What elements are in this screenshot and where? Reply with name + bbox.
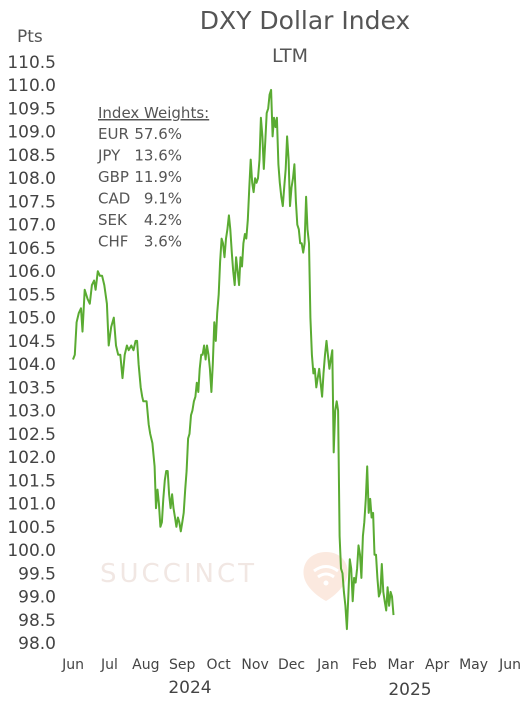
- y-tick-label: 107.0: [7, 216, 56, 236]
- y-tick-label: 100.5: [7, 518, 56, 538]
- dxy-series-line: [72, 88, 395, 631]
- x-tick-label: Dec: [278, 657, 305, 673]
- x-tick-label: May: [459, 657, 488, 673]
- y-tick-label: 98.5: [18, 611, 56, 631]
- x-axis-year-labels: 2024 2025: [168, 678, 431, 700]
- x-tick-label: Jan: [316, 657, 339, 673]
- y-tick-label: 103.0: [7, 402, 56, 422]
- y-tick-label: 102.0: [7, 448, 56, 468]
- y-tick-label: 107.5: [7, 192, 56, 212]
- y-tick-label: 99.0: [18, 588, 56, 608]
- chart-subtitle: LTM: [272, 45, 308, 67]
- index-weights-title: Index Weights:: [98, 104, 209, 122]
- x-tick-label: Feb: [352, 657, 377, 673]
- weight-currency: CHF: [98, 233, 128, 251]
- x-tick-label: Jul: [100, 657, 118, 673]
- x-tick-label: Jun: [61, 657, 84, 673]
- watermark-text: SUCCINCT: [100, 559, 257, 589]
- weight-currency: SEK: [98, 211, 128, 229]
- weight-value: 13.6%: [134, 147, 182, 165]
- weight-currency: CAD: [98, 190, 130, 208]
- y-tick-label: 105.0: [7, 309, 56, 329]
- weight-value: 3.6%: [144, 233, 182, 251]
- y-axis-ticks: 110.5 110.0 109.5 109.0 108.5 108.0 107.5 107.0…: [7, 53, 56, 654]
- y-tick-label: 106.5: [7, 239, 56, 259]
- x-tick-label: Jun: [498, 657, 521, 673]
- y-tick-label: 99.5: [18, 564, 56, 584]
- y-tick-label: 109.0: [7, 123, 56, 143]
- weight-value: 4.2%: [144, 211, 182, 229]
- year-label: 2024: [168, 678, 211, 698]
- y-tick-label: 104.5: [7, 332, 56, 352]
- x-tick-label: Sep: [169, 657, 196, 673]
- index-weights-box: Index Weights: EUR 57.6%JPY 13.6%GBP 11.9%C…: [97, 104, 209, 251]
- weight-currency: JPY: [97, 147, 121, 165]
- y-tick-label: 108.5: [7, 146, 56, 166]
- y-tick-label: 110.0: [7, 76, 56, 96]
- year-label: 2025: [388, 680, 431, 700]
- weight-currency: EUR: [98, 125, 129, 143]
- watermark-logo-icon: [303, 552, 348, 601]
- x-tick-label: Aug: [132, 657, 159, 673]
- weight-value: 57.6%: [134, 125, 182, 143]
- y-tick-label: 105.5: [7, 285, 56, 305]
- chart-title: DXY Dollar Index: [200, 6, 410, 35]
- weight-currency: GBP: [98, 168, 129, 186]
- x-tick-label: Apr: [425, 657, 449, 673]
- y-tick-label: 106.0: [7, 262, 56, 282]
- y-tick-label: 104.0: [7, 355, 56, 375]
- x-tick-label: Oct: [207, 657, 232, 673]
- y-tick-label: 108.0: [7, 169, 56, 189]
- x-tick-label: Mar: [388, 657, 415, 673]
- weight-value: 9.1%: [144, 190, 182, 208]
- x-axis-ticks: Jun Jul Aug Sep Oct Nov Dec Jan Feb Mar Apr May Jun: [61, 657, 521, 673]
- y-axis-unit-label: Pts: [17, 27, 43, 47]
- x-tick-label: Nov: [241, 657, 268, 673]
- y-tick-label: 102.5: [7, 425, 56, 445]
- weight-value: 11.9%: [134, 168, 182, 186]
- y-tick-label: 103.5: [7, 378, 56, 398]
- y-tick-label: 101.0: [7, 495, 56, 515]
- y-tick-label: 109.5: [7, 99, 56, 119]
- y-tick-label: 101.5: [7, 471, 56, 491]
- y-tick-label: 100.0: [7, 541, 56, 561]
- y-tick-label: 98.0: [18, 634, 56, 654]
- y-tick-label: 110.5: [7, 53, 56, 73]
